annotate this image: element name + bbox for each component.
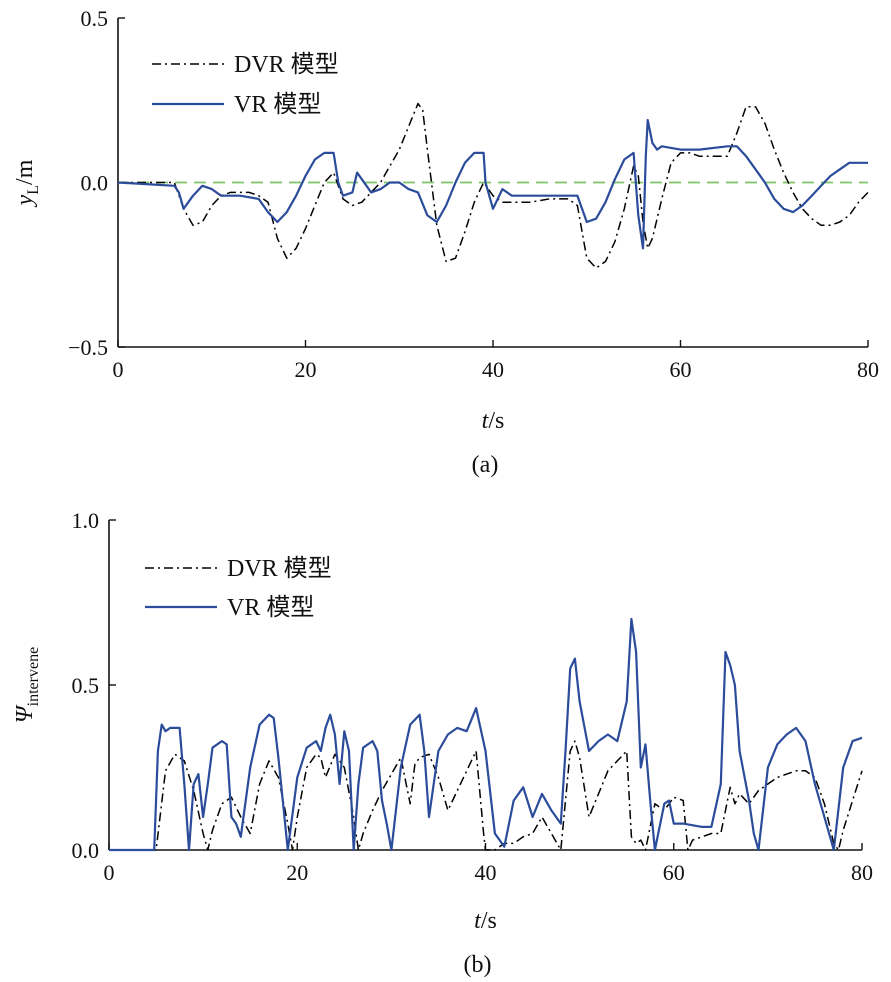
legend-label: DVR 模型 — [227, 555, 332, 582]
x-tick-label: 0 — [113, 357, 124, 382]
series-line-dvr — [109, 740, 863, 851]
series-line-vr — [109, 617, 863, 852]
x-axis-label: t/s — [474, 908, 497, 934]
x-tick-label: 40 — [482, 357, 504, 382]
x-tick-label: 40 — [475, 860, 497, 885]
y-axis-label: Ψintervene — [12, 647, 42, 723]
x-tick-label: 60 — [663, 860, 685, 885]
series-line-dvr — [118, 102, 869, 269]
x-tick-label: 80 — [857, 357, 879, 382]
x-tick-label: 20 — [286, 860, 308, 885]
legend-label: DVR 模型 — [234, 51, 339, 78]
chart-caption: (b) — [464, 952, 492, 978]
series-line-vr — [117, 118, 868, 250]
y-tick-label: 1.0 — [72, 508, 100, 533]
chart-caption: (a) — [472, 452, 499, 478]
y-tick-label: 0.5 — [72, 673, 100, 698]
x-axis-label: t/s — [482, 408, 505, 434]
x-tick-label: 20 — [295, 357, 317, 382]
y-axis-label: yL/m — [12, 159, 42, 207]
x-tick-label: 60 — [670, 357, 692, 382]
x-tick-label: 80 — [851, 860, 873, 885]
y-tick-label: 0.5 — [81, 6, 109, 31]
y-tick-label: 0.0 — [72, 838, 100, 863]
legend-label: VR 模型 — [227, 594, 314, 621]
y-tick-label: 0.0 — [81, 171, 109, 196]
chart-a: 0 20 40 60 80 −0.5 0.0 0.5 DVR 模型 VR 模型 t/s yL/m (a) — [12, 6, 879, 478]
legend-label: VR 模型 — [234, 91, 321, 118]
x-tick-label: 0 — [104, 860, 115, 885]
y-tick-label: −0.5 — [68, 335, 108, 360]
chart-b: 0 20 40 60 80 0.0 0.5 1.0 DVR 模型 VR 模型 t/s Ψinterve… — [12, 508, 873, 978]
